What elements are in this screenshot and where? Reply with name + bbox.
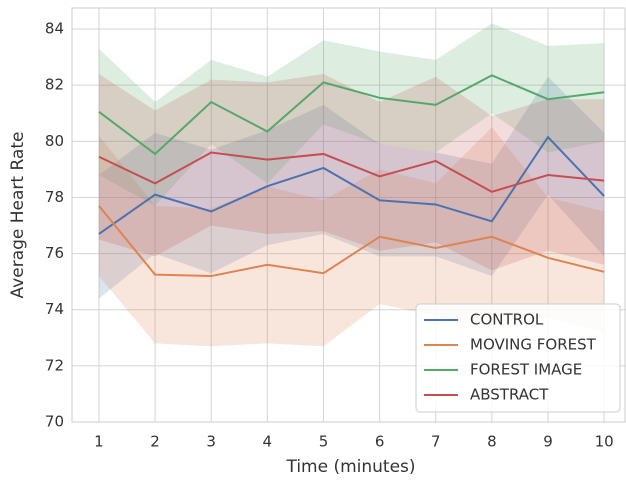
y-tick-label: 84 (45, 20, 64, 38)
plot-frame (71, 7, 626, 423)
y-tick-label: 70 (45, 413, 64, 431)
confidence-band (98, 76, 605, 299)
x-tick-label: 6 (375, 433, 385, 451)
legend-label: ABSTRACT (470, 386, 549, 404)
legend-label: MOVING FOREST (470, 336, 597, 354)
legend-label: FOREST IMAGE (470, 361, 582, 379)
x-tick-label: 7 (431, 433, 441, 451)
x-tick-label: 3 (206, 433, 216, 451)
confidence-band (98, 127, 605, 347)
legend-label: CONTROL (470, 311, 544, 329)
x-tick-label: 10 (595, 433, 614, 451)
x-tick-label: 4 (263, 433, 273, 451)
y-tick-label: 78 (45, 188, 64, 206)
y-tick-label: 74 (45, 300, 64, 318)
x-tick-label: 9 (543, 433, 553, 451)
line (98, 151, 605, 193)
x-tick-label: 8 (487, 433, 497, 451)
y-tick-label: 80 (45, 132, 64, 150)
y-tick-label: 82 (45, 76, 64, 94)
y-tick-label: 72 (45, 356, 64, 374)
confidence-band (98, 23, 605, 206)
y-axis-label: Average Heart Rate (8, 132, 28, 299)
x-axis-label: Time (minutes) (285, 457, 415, 477)
y-tick-label: 76 (45, 244, 64, 262)
line (98, 135, 605, 235)
line (98, 205, 605, 278)
confidence-band (98, 73, 605, 271)
x-tick-label: 1 (94, 433, 104, 451)
x-tick-label: 2 (150, 433, 160, 451)
line (98, 74, 605, 156)
legend-box (415, 303, 621, 413)
x-tick-label: 5 (319, 433, 329, 451)
